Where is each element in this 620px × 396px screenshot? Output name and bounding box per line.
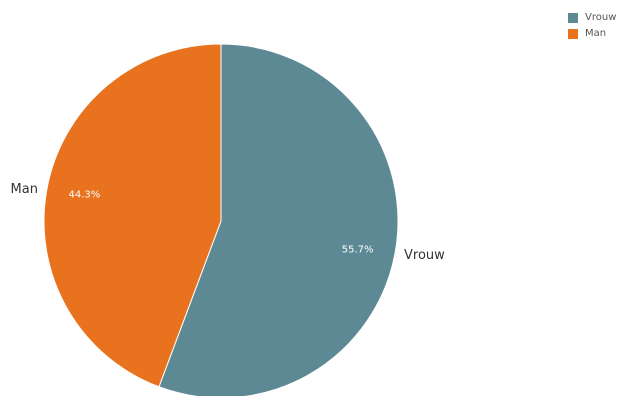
pie-category-label-vrouw: Vrouw [404,248,445,263]
pie-value-label-man: 44.3% [68,189,100,200]
pie-slice-man[interactable] [43,43,222,388]
pie-value-label-vrouw: 55.7% [342,245,374,256]
legend-label-man: Man [585,28,607,39]
legend-swatch-man [568,29,578,39]
pie-slice-vrouw[interactable] [158,43,399,396]
legend-swatch-vrouw [568,13,578,23]
legend: Vrouw Man [568,10,616,42]
legend-item-man[interactable]: Man [568,26,616,42]
legend-item-vrouw[interactable]: Vrouw [568,10,616,26]
legend-label-vrouw: Vrouw [585,12,617,23]
pie-category-label-man: Man [11,182,38,197]
